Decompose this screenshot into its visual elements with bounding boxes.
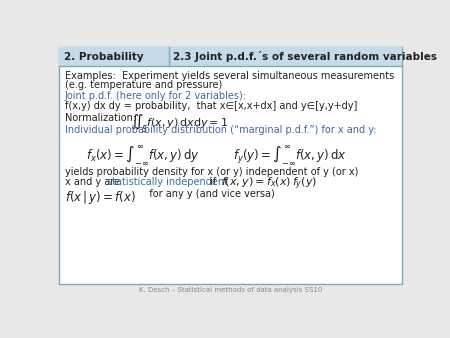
Text: (e.g. temperature and pressure): (e.g. temperature and pressure) [65, 80, 222, 90]
Text: $f(x,y) = f_x(x)\,f_y(y)$: $f(x,y) = f_x(x)\,f_y(y)$ [220, 176, 317, 192]
Bar [59, 47, 402, 66]
Text: $\iint_{\!S} f(x,y)\,\mathrm{d}x\mathrm{d}y = 1$: $\iint_{\!S} f(x,y)\,\mathrm{d}x\mathrm{… [130, 112, 228, 135]
Text: yields probability density for x (or y) independent of y (or x): yields probability density for x (or y) … [65, 167, 358, 177]
Text: Normalization:: Normalization: [65, 113, 136, 123]
Text: 2. Probability: 2. Probability [64, 52, 144, 62]
Text: Individual probability distribution (“marginal p.d.f.”) for x and y:: Individual probability distribution (“ma… [65, 125, 376, 135]
Text: for any y (and vice versa): for any y (and vice versa) [140, 189, 274, 199]
Text: $f(x\,|\,y) = f(x)$: $f(x\,|\,y) = f(x)$ [65, 189, 135, 206]
Text: if: if [207, 177, 216, 187]
Text: x and y are: x and y are [65, 177, 123, 187]
Text: 2.3 Joint p.d.f.´s of several random variables: 2.3 Joint p.d.f.´s of several random var… [173, 51, 437, 62]
Text: $f_y(y) = \int_{-\infty}^{\infty} f(x,y)\,\mathrm{d}x$: $f_y(y) = \int_{-\infty}^{\infty} f(x,y)… [233, 144, 346, 167]
Text: Joint p.d.f. (here only for 2 variables):: Joint p.d.f. (here only for 2 variables)… [65, 91, 247, 101]
Text: $f_x(x) = \int_{-\infty}^{\infty} f(x,y)\,\mathrm{d}y$: $f_x(x) = \int_{-\infty}^{\infty} f(x,y)… [86, 144, 199, 167]
Text: statistically independent: statistically independent [108, 177, 229, 187]
Text: K. Desch – Statistical methods of data analysis SS10: K. Desch – Statistical methods of data a… [139, 287, 322, 293]
Text: Examples:  Experiment yields several simultaneous measurements: Examples: Experiment yields several simu… [65, 71, 394, 80]
Text: f(x,y) dx dy = probability,  that x∈[x,x+dx] and y∈[y,y+dy]: f(x,y) dx dy = probability, that x∈[x,x+… [65, 101, 357, 112]
